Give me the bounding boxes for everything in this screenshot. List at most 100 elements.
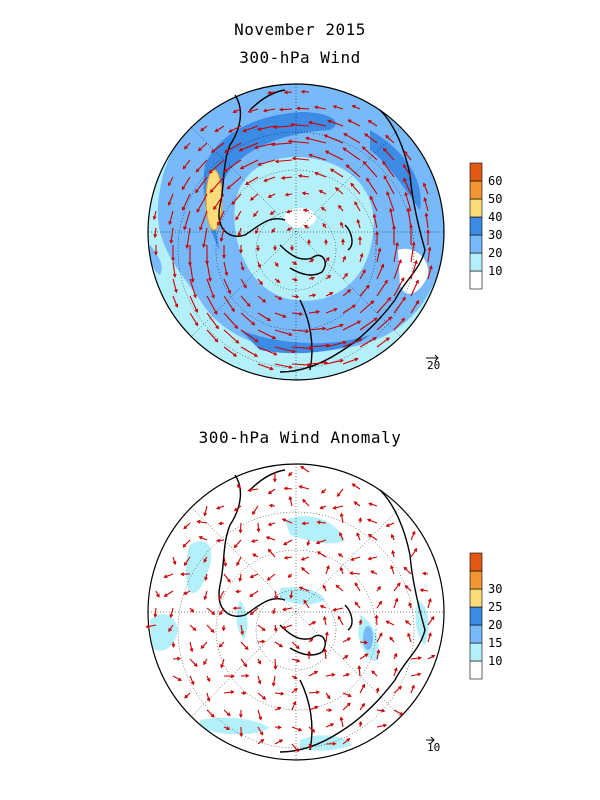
wind-vector-head (208, 277, 212, 282)
wind-vector-head (219, 611, 223, 616)
wind-vector-head (346, 737, 351, 742)
wind-vector (283, 607, 293, 611)
wind-vector (342, 702, 351, 711)
colorbar-swatch (469, 216, 483, 236)
wind-vector-head (361, 146, 366, 151)
wind-vector-head (329, 168, 334, 173)
panel1-reference-vector: 20 (426, 354, 440, 372)
wind-vector (359, 253, 363, 263)
wind-vector-head (266, 577, 271, 581)
wind-vector (282, 624, 293, 629)
wind-vector-head (293, 675, 298, 679)
wind-vector (427, 598, 432, 609)
wind-vector-head (257, 680, 262, 685)
wind-vector (299, 485, 310, 490)
wind-vector-head (376, 649, 381, 654)
wind-vector (375, 615, 378, 626)
wind-vector-head (193, 294, 197, 299)
wind-vector-head (364, 133, 369, 137)
wind-vector-head (371, 670, 376, 675)
wind-vector (410, 657, 421, 660)
wind-vector-head (403, 566, 408, 571)
wind-vector (257, 709, 262, 720)
wind-vector-head (307, 650, 312, 655)
wind-vector (340, 513, 344, 524)
wind-vector-head (153, 613, 158, 618)
wind-vector-head (398, 685, 403, 690)
wind-vector (257, 692, 266, 700)
wind-vector (359, 641, 367, 644)
wind-vector (223, 691, 234, 694)
wind-vector-head (414, 259, 418, 265)
wind-vector (189, 278, 197, 298)
wind-vector-head (333, 307, 338, 312)
wind-vector-head (428, 265, 433, 270)
wind-vector (376, 337, 390, 348)
wind-vector-head (312, 293, 317, 298)
colorbar-swatch (469, 162, 483, 182)
wind-vector (393, 297, 406, 314)
wind-vector-head (383, 723, 388, 728)
wind-vector-head (218, 595, 222, 600)
colorbar-swatch (469, 660, 483, 680)
wind-vector (342, 147, 361, 161)
wind-vector-head (254, 230, 259, 235)
wind-vector (354, 602, 361, 609)
wind-vector (182, 539, 191, 548)
wind-vector-head (387, 296, 392, 301)
wind-vector-head (280, 175, 286, 180)
wind-vector-head (169, 239, 174, 244)
wind-vector-head (409, 223, 413, 228)
colorbar-swatch (469, 552, 483, 572)
wind-vector-head (302, 498, 306, 503)
wind-vector-head (372, 213, 377, 218)
wind-vector-head (402, 164, 407, 169)
wind-vector-head (342, 147, 347, 152)
wind-vector (301, 556, 310, 561)
wind-vector-head (182, 543, 187, 548)
wind-vector-head (267, 548, 272, 553)
wind-vector-head (218, 521, 223, 526)
wind-vector-head (357, 665, 362, 670)
colorbar-tick-label: 60 (488, 174, 502, 188)
wind-vector (243, 125, 259, 132)
wind-vector (427, 633, 432, 643)
wind-vector (393, 318, 405, 331)
wind-vector-head (428, 598, 432, 603)
wind-vector-head (172, 273, 177, 278)
wind-vector-head (216, 222, 221, 227)
wind-vector (359, 703, 365, 711)
wind-vector-head (430, 615, 435, 620)
colorbar-swatch (469, 180, 483, 200)
wind-vector (386, 191, 395, 212)
wind-vector-head (390, 564, 394, 570)
wind-vector (427, 266, 432, 280)
wind-vector-head (314, 671, 319, 675)
wind-vector-head (167, 201, 172, 206)
wind-vector-head (223, 562, 228, 567)
wind-vector-head (335, 584, 340, 589)
wind-vector-head (249, 593, 254, 598)
wind-vector (359, 684, 365, 694)
wind-vector-head (263, 178, 268, 182)
panel2-shading-strong (363, 626, 373, 650)
colorbar-swatch (469, 252, 483, 272)
wind-vector-head (361, 683, 365, 688)
wind-vector (189, 261, 194, 282)
wind-vector-head (323, 134, 328, 138)
wind-vector-head (342, 255, 347, 260)
wind-vector-head (354, 582, 359, 587)
wind-vector (283, 539, 293, 546)
wind-vector-head (281, 625, 286, 630)
wind-vector-head (257, 264, 262, 269)
wind-vector-head (306, 363, 312, 367)
wind-vector-head (274, 159, 279, 164)
colorbar-tick-label: 10 (488, 654, 502, 668)
wind-vector (182, 193, 191, 211)
wind-vector-head (392, 224, 396, 229)
wind-vector-head (252, 553, 257, 558)
wind-vector (338, 616, 344, 626)
wind-vector-head (338, 204, 342, 209)
wind-vector-head (254, 338, 259, 343)
wind-vector-head (415, 279, 419, 284)
